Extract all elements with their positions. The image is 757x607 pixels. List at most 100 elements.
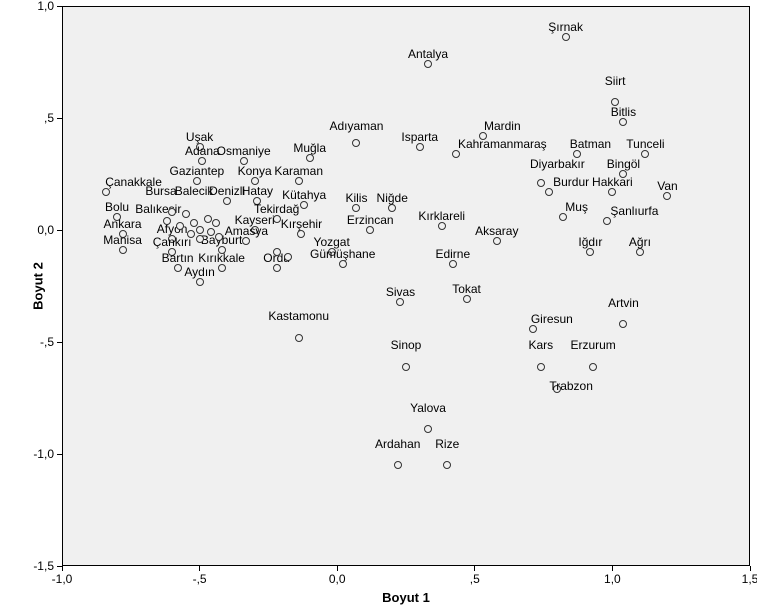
data-point-marker <box>493 237 501 245</box>
data-point-label: Aksaray <box>475 225 518 237</box>
scatter-chart: Boyut 1 Boyut 2 -1,0-,50,0,51,01,5-1,5-1… <box>0 0 757 607</box>
x-tick-mark <box>337 566 338 571</box>
data-point-label: Bursa <box>145 185 176 197</box>
x-tick-label: 0,0 <box>329 572 346 586</box>
data-point-marker <box>196 226 204 234</box>
data-point-marker <box>449 260 457 268</box>
data-point-label: Iğdır <box>578 236 602 248</box>
data-point-label: Niğde <box>377 192 408 204</box>
data-point-marker <box>215 233 223 241</box>
data-point-label: Şanlıurfa <box>610 205 658 217</box>
data-point-marker <box>163 217 171 225</box>
data-point-label: Hatay <box>242 185 273 197</box>
data-point-label: Denizli <box>209 185 245 197</box>
y-tick-mark <box>57 566 62 567</box>
data-point-label: Sivas <box>386 286 415 298</box>
data-point-label: Diyarbakır <box>530 158 585 170</box>
data-point-marker <box>273 248 281 256</box>
data-point-label: Ankara <box>104 218 142 230</box>
x-tick-label: 1,5 <box>742 572 757 586</box>
data-point-marker <box>402 363 410 371</box>
x-tick-mark <box>750 566 751 571</box>
data-point-label: Giresun <box>531 313 573 325</box>
data-point-marker <box>608 188 616 196</box>
data-point-marker <box>207 228 215 236</box>
y-tick-mark <box>57 118 62 119</box>
data-point-marker <box>589 363 597 371</box>
data-point-marker <box>102 188 110 196</box>
y-tick-label: -1,0 <box>33 447 54 461</box>
x-tick-mark <box>62 566 63 571</box>
y-tick-mark <box>57 454 62 455</box>
data-point-marker <box>396 298 404 306</box>
data-point-marker <box>586 248 594 256</box>
data-point-marker <box>529 325 537 333</box>
data-point-marker <box>416 143 424 151</box>
data-point-label: Kilis <box>345 192 367 204</box>
data-point-marker <box>537 363 545 371</box>
data-point-label: Gaziantep <box>169 165 224 177</box>
data-point-marker <box>636 248 644 256</box>
data-point-marker <box>306 154 314 162</box>
data-point-marker <box>182 210 190 218</box>
data-point-label: Kars <box>529 339 554 351</box>
data-point-label: Manisa <box>103 234 142 246</box>
data-point-label: Kırklareli <box>418 210 465 222</box>
data-point-marker <box>339 260 347 268</box>
data-point-marker <box>438 222 446 230</box>
x-axis-title: Boyut 1 <box>382 590 430 605</box>
data-point-marker <box>300 201 308 209</box>
data-point-marker <box>394 461 402 469</box>
data-point-marker <box>273 264 281 272</box>
data-point-marker <box>452 150 460 158</box>
data-point-label: Artvin <box>608 297 639 309</box>
data-point-label: Edirne <box>435 248 470 260</box>
data-point-label: Bingöl <box>607 158 640 170</box>
data-point-marker <box>168 208 176 216</box>
data-point-marker <box>619 118 627 126</box>
data-point-marker <box>641 150 649 158</box>
data-point-label: Ardahan <box>375 438 420 450</box>
data-point-label: Amasya <box>225 225 268 237</box>
x-tick-mark <box>474 566 475 571</box>
data-point-marker <box>187 230 195 238</box>
data-point-marker <box>663 192 671 200</box>
y-axis-title: Boyut 2 <box>30 262 45 310</box>
y-tick-mark <box>57 230 62 231</box>
data-point-label: Erzurum <box>570 339 615 351</box>
y-tick-mark <box>57 6 62 7</box>
data-point-label: Muğla <box>293 142 326 154</box>
data-point-marker <box>619 320 627 328</box>
data-point-marker <box>537 179 545 187</box>
data-point-label: Erzincan <box>347 214 394 226</box>
data-point-label: Trabzon <box>549 380 593 392</box>
data-point-label: Sinop <box>391 339 422 351</box>
data-point-label: Van <box>657 180 677 192</box>
data-point-label: Adana <box>185 145 220 157</box>
data-point-marker <box>196 278 204 286</box>
y-tick-mark <box>57 342 62 343</box>
x-tick-label: ,5 <box>470 572 480 586</box>
data-point-marker <box>218 264 226 272</box>
data-point-marker <box>559 213 567 221</box>
data-point-marker <box>284 253 292 261</box>
data-point-label: Osmaniye <box>217 145 271 157</box>
data-point-marker <box>295 334 303 342</box>
data-point-label: Rize <box>435 438 459 450</box>
data-point-label: Ağrı <box>629 236 651 248</box>
data-point-marker <box>366 226 374 234</box>
data-point-marker <box>223 197 231 205</box>
data-point-marker <box>545 188 553 196</box>
data-point-marker <box>176 222 184 230</box>
data-point-label: Burdur <box>553 176 589 188</box>
data-point-label: Isparta <box>401 131 438 143</box>
data-point-marker <box>204 215 212 223</box>
x-tick-mark <box>612 566 613 571</box>
data-point-marker <box>297 230 305 238</box>
data-point-label: Siirt <box>605 75 626 87</box>
data-point-label: Hakkari <box>592 176 633 188</box>
data-point-label: Yalova <box>410 402 446 414</box>
data-point-marker <box>212 219 220 227</box>
data-point-label: Karaman <box>274 165 323 177</box>
data-point-label: Mardin <box>484 120 521 132</box>
